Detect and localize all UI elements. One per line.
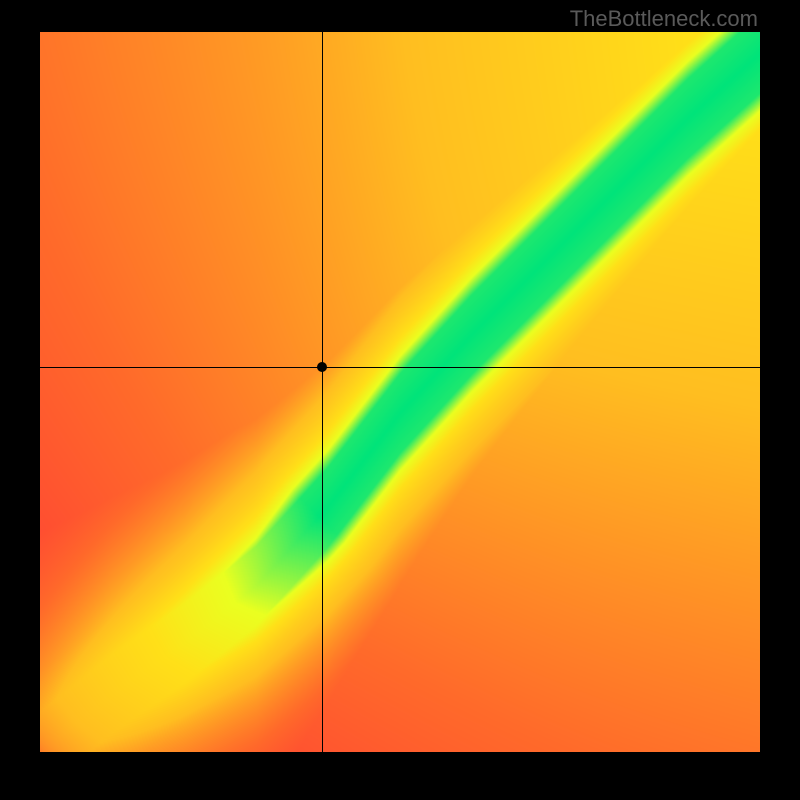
crosshair-vertical [322,32,323,752]
marker-dot [317,362,327,372]
heatmap-canvas [40,32,760,752]
watermark-text: TheBottleneck.com [570,6,758,32]
crosshair-horizontal [40,367,760,368]
plot-area [40,32,760,752]
